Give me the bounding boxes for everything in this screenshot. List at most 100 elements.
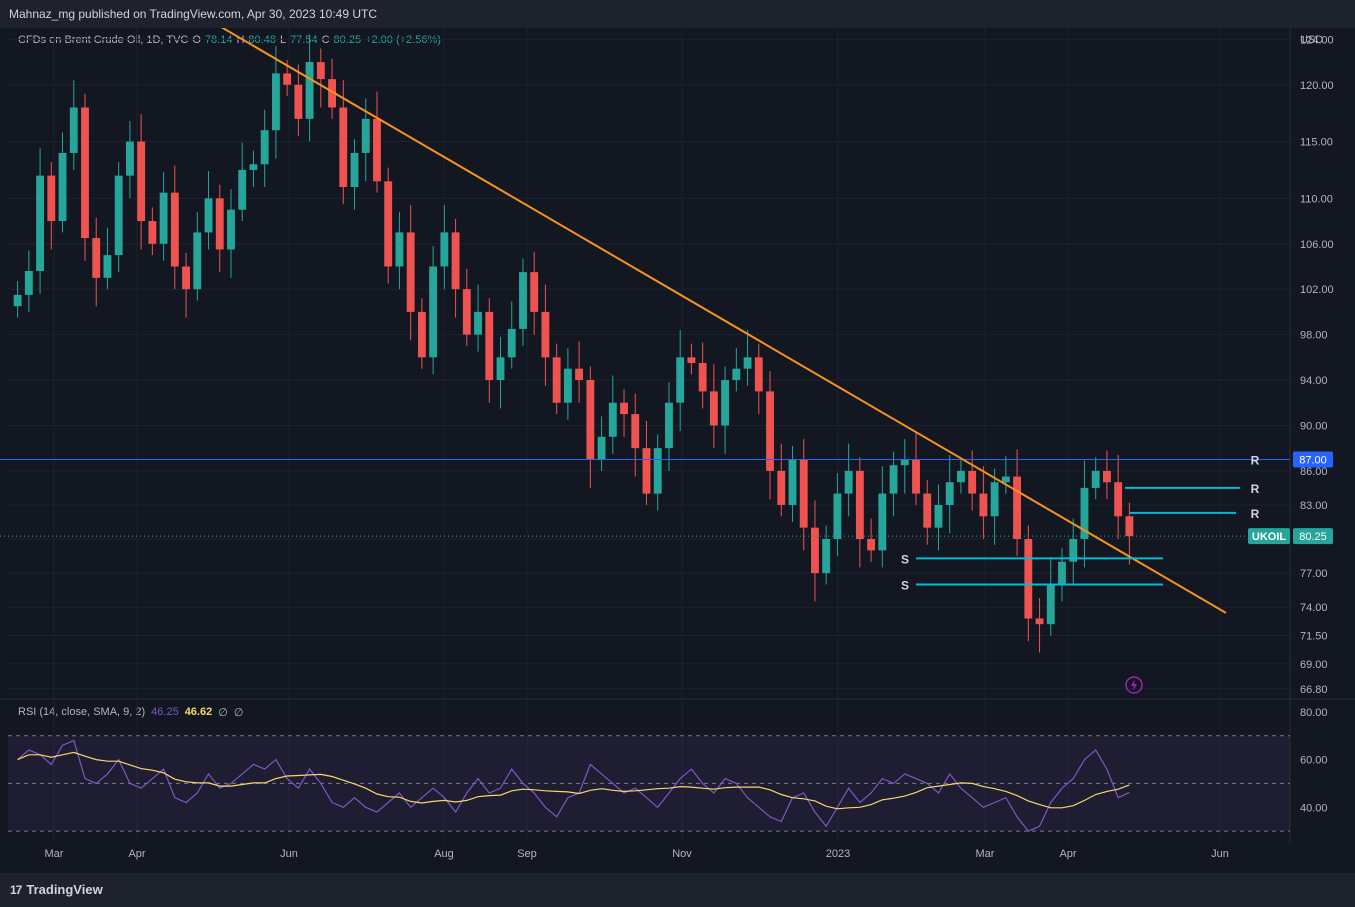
rsi-value: 46.25	[151, 706, 179, 718]
price-tick-label: 83.00	[1300, 500, 1328, 512]
candle-body	[968, 470, 977, 494]
candle-body	[305, 62, 314, 119]
resistance-label: R	[1251, 454, 1260, 468]
time-tick-label: Apr	[1059, 848, 1076, 860]
candle-body	[1069, 539, 1078, 562]
candle-body	[227, 209, 235, 250]
candle-body	[665, 402, 673, 449]
open-value: 78.14	[204, 34, 233, 46]
candle-body	[170, 192, 179, 267]
candle-body	[934, 504, 943, 528]
candle-body	[586, 380, 595, 460]
close-label: C	[321, 34, 330, 46]
candle-body	[81, 107, 89, 239]
low-label: L	[279, 34, 287, 46]
time-tick-label: Jun	[280, 848, 298, 860]
price-tick-label: 110.00	[1300, 193, 1333, 205]
candle-body	[754, 357, 763, 392]
candle-body	[260, 130, 269, 165]
lightning-bolt-icon	[1131, 679, 1137, 691]
candle-body	[373, 118, 381, 182]
candle-body	[429, 266, 438, 358]
level-price-badge	[1293, 451, 1333, 468]
candle-body	[979, 493, 988, 517]
candle-body	[406, 232, 415, 312]
high-value: 80.48	[248, 34, 276, 46]
price-tick-label: 115.00	[1300, 137, 1333, 149]
price-chart[interactable]: 124.00 120.00 115.00 110.00 106.00 102.00 98.0…	[0, 28, 1355, 873]
candle-body	[698, 363, 707, 392]
resistance-label: R	[1251, 482, 1260, 496]
candle-body	[608, 402, 617, 437]
candle-body	[69, 107, 78, 153]
candle-body	[1024, 539, 1033, 619]
rsi-legend: RSI (14, close, SMA, 9, 2) 46.25 46.62 ∅…	[18, 706, 243, 719]
rsi-extra-1: ∅	[218, 707, 228, 719]
candle-body	[530, 272, 539, 312]
price-tick-label: 124.00	[1300, 34, 1334, 46]
candle-body	[957, 470, 965, 483]
candle-body	[249, 164, 258, 170]
candle-body	[519, 272, 527, 329]
price-tick-label: 66.80	[1300, 684, 1328, 696]
candle-body	[541, 311, 550, 358]
price-tick-label: 69.00	[1300, 659, 1328, 671]
time-tick-label: Apr	[128, 848, 145, 860]
rsi-title[interactable]: RSI (14, close, SMA, 9, 2)	[18, 706, 146, 718]
time-tick-label: Aug	[434, 848, 454, 860]
candle-body	[507, 328, 516, 358]
currency-label[interactable]: USD	[1300, 34, 1324, 46]
price-tick-label: 98.00	[1300, 330, 1328, 342]
candle-body	[159, 192, 168, 244]
candle-body	[417, 311, 426, 358]
candle-body	[822, 539, 831, 574]
current-price-label: 80.25	[1299, 531, 1327, 543]
candle-body	[58, 152, 67, 222]
candle-body	[990, 482, 999, 517]
close-value: 80.25	[333, 34, 362, 46]
candle-body	[676, 357, 685, 403]
candle-body	[182, 266, 190, 290]
change-value: +2.00 (+2.56%)	[365, 34, 441, 46]
candle-body	[900, 459, 909, 466]
candle-body	[709, 391, 718, 426]
candle-body	[1013, 476, 1022, 540]
candle-body	[1058, 561, 1066, 585]
publish-header: Mahnaz_mg published on TradingView.com, …	[0, 0, 1355, 28]
candle-body	[1046, 584, 1055, 625]
tradingview-brand[interactable]: 17 TradingView	[10, 882, 103, 897]
price-tick-label: 86.00	[1300, 466, 1328, 478]
price-tick-label: 106.00	[1300, 239, 1334, 251]
rsi-sma-line	[17, 751, 1130, 810]
candle-body	[92, 238, 101, 278]
candle-body	[631, 414, 640, 449]
candle-body	[474, 311, 482, 335]
candle-body	[620, 402, 628, 415]
candle-body	[47, 175, 56, 222]
candle-body	[743, 357, 752, 369]
candle-body	[485, 311, 494, 381]
candle-body	[1114, 482, 1123, 517]
time-tick-label: Nov	[672, 848, 692, 860]
ohlc-legend: CFDs on Brent Crude Oil, 1D, TVC O 78.14 …	[18, 34, 441, 46]
brand-name: TradingView	[26, 882, 103, 897]
symbol-badge	[1248, 528, 1290, 545]
candle-body	[496, 357, 505, 381]
candle-body	[451, 232, 460, 290]
candle-body	[384, 181, 393, 267]
candle-body	[462, 289, 471, 335]
open-label: O	[192, 34, 201, 46]
candle-body	[350, 152, 359, 187]
candle-body	[777, 470, 786, 505]
support-label: S	[901, 578, 909, 592]
candle-body	[945, 482, 954, 505]
candle-body	[912, 459, 920, 494]
symbol-badge-label: UKOIL	[1252, 531, 1287, 543]
support-label: S	[901, 552, 909, 566]
current-price-badge	[1293, 528, 1333, 545]
time-tick-label: 2023	[826, 848, 850, 860]
candle-body	[215, 198, 224, 250]
candle-body	[653, 448, 662, 494]
candle-body	[844, 470, 853, 494]
symbol-name[interactable]: CFDs on Brent Crude Oil, 1D, TVC	[18, 34, 189, 46]
